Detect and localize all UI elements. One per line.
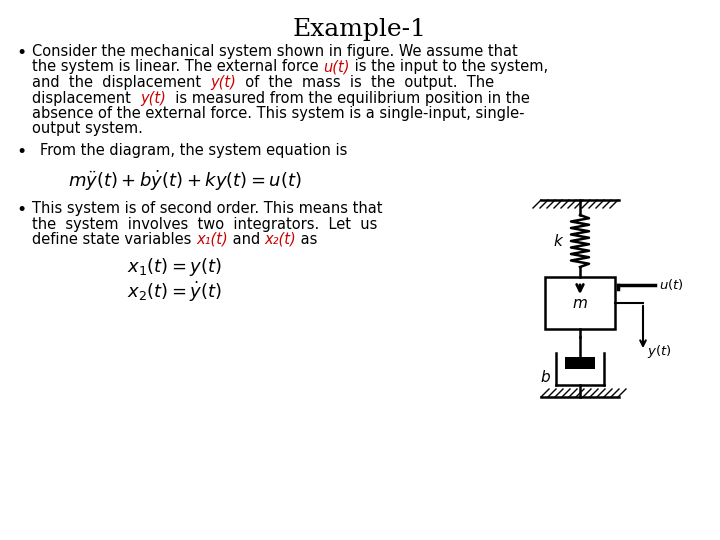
Text: u(t): u(t) <box>323 59 350 75</box>
Text: y(t): y(t) <box>140 91 166 105</box>
Text: the  system  involves  two  integrators.  Let  us: the system involves two integrators. Let… <box>32 217 377 232</box>
Bar <box>565 357 595 369</box>
Text: This system is of second order. This means that: This system is of second order. This mea… <box>32 201 382 216</box>
Text: as: as <box>297 232 318 247</box>
Text: and  the  displacement: and the displacement <box>32 75 210 90</box>
Text: $m\ddot{y}(t) + b\dot{y}(t) + ky(t) = u(t)$: $m\ddot{y}(t) + b\dot{y}(t) + ky(t) = u(… <box>68 169 302 193</box>
Text: b: b <box>541 369 550 384</box>
Text: of  the  mass  is  the  output.  The: of the mass is the output. The <box>236 75 495 90</box>
Text: y(t): y(t) <box>210 75 236 90</box>
Text: •: • <box>16 143 26 161</box>
Text: define state variables: define state variables <box>32 232 196 247</box>
Text: Example-1: Example-1 <box>293 18 427 41</box>
Text: the system is linear. The external force: the system is linear. The external force <box>32 59 323 75</box>
Text: $x_1(t) = y(t)$: $x_1(t) = y(t)$ <box>127 256 222 278</box>
Text: k: k <box>553 233 562 248</box>
Text: absence of the external force. This system is a single-input, single-: absence of the external force. This syst… <box>32 106 524 121</box>
Text: m: m <box>572 295 588 310</box>
Text: output system.: output system. <box>32 122 143 137</box>
Text: $x_2(t) = \dot{y}(t)$: $x_2(t) = \dot{y}(t)$ <box>127 280 222 304</box>
Bar <box>545 277 615 329</box>
Text: displacement: displacement <box>32 91 140 105</box>
Text: •: • <box>16 201 26 219</box>
Text: $u(t)$: $u(t)$ <box>659 278 684 293</box>
Text: Consider the mechanical system shown in figure. We assume that: Consider the mechanical system shown in … <box>32 44 518 59</box>
Text: x₂(t): x₂(t) <box>265 232 297 247</box>
Text: x₁(t): x₁(t) <box>196 232 228 247</box>
Text: and: and <box>228 232 265 247</box>
Text: $y(t)$: $y(t)$ <box>647 342 672 360</box>
Text: •: • <box>16 44 26 62</box>
Text: is measured from the equilibrium position in the: is measured from the equilibrium positio… <box>166 91 530 105</box>
Text: From the diagram, the system equation is: From the diagram, the system equation is <box>40 143 347 158</box>
Text: is the input to the system,: is the input to the system, <box>350 59 548 75</box>
